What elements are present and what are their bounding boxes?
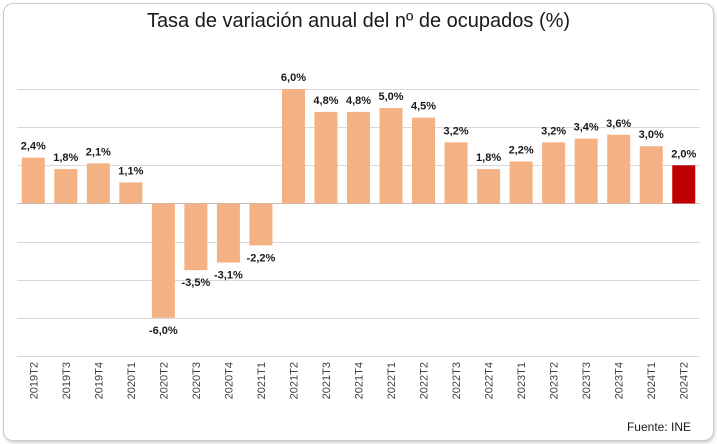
chart-frame [3,3,714,441]
data-label: 2,1% [86,146,111,158]
bar [607,134,631,204]
bar [639,146,663,204]
data-label: 3,4% [574,122,599,134]
source-note: Fuente: INE [626,420,691,434]
data-label: 4,8% [313,95,338,107]
x-tick-label: 2023T2 [549,362,561,399]
bar [151,203,175,318]
bar [444,142,468,204]
bar [672,165,696,204]
data-label: -6,0% [149,325,178,337]
bar [86,163,110,204]
bar [216,203,240,263]
bar [21,157,45,204]
data-label: 2,4% [21,141,46,153]
data-label: 2,0% [671,148,696,160]
data-label: 1,8% [476,152,501,164]
chart-title: Tasa de variación anual del nº de ocupad… [146,10,571,32]
data-label: 5,0% [378,91,403,103]
data-label: 6,0% [281,72,306,84]
x-tick-label: 2020T2 [158,362,170,399]
x-tick-label: 2021T2 [288,362,300,399]
data-label: 4,5% [411,101,436,113]
x-tick-label: 2019T2 [28,362,40,399]
bar [574,138,598,204]
x-tick-label: 2020T3 [191,362,203,399]
data-label: 1,8% [53,152,78,164]
bar [184,203,208,271]
bar [347,111,370,204]
x-tick-label: 2024T1 [646,362,658,399]
data-label: 3,6% [606,118,631,130]
x-tick-label: 2023T3 [581,362,593,399]
bar [249,203,273,246]
data-label: 1,1% [118,165,143,177]
data-label: -3,1% [214,270,243,282]
x-tick-label: 2021T3 [321,362,333,399]
data-label: 2,2% [509,144,534,156]
x-tick-label: 2020T1 [126,362,138,399]
x-tick-label: 2021T1 [256,362,268,399]
bar [379,108,403,204]
x-tick-label: 2022T1 [386,362,398,399]
x-tick-label: 2021T4 [354,362,366,399]
x-tick-label: 2022T3 [451,362,463,399]
x-tick-label: 2023T1 [516,362,528,399]
x-tick-label: 2019T3 [61,362,73,399]
data-label: 4,8% [346,95,371,107]
data-label: -3,5% [182,277,211,289]
data-label: 3,2% [444,125,469,137]
data-label: 3,0% [639,129,664,141]
bar [281,89,305,204]
x-tick-label: 2022T4 [484,362,496,399]
x-tick-label: 2020T4 [223,362,235,399]
x-tick-label: 2023T4 [614,362,626,399]
x-tick-label: 2022T2 [419,362,431,399]
bar [509,161,533,204]
bar [542,142,566,204]
bar [314,111,338,204]
x-tick-label: 2024T2 [679,362,691,399]
bar [54,169,78,204]
x-tick-label: 2019T4 [93,362,105,399]
bar [119,182,143,204]
bar [477,169,501,204]
data-label: -2,2% [247,252,276,264]
data-label: 3,2% [541,125,566,137]
bar [412,117,436,204]
